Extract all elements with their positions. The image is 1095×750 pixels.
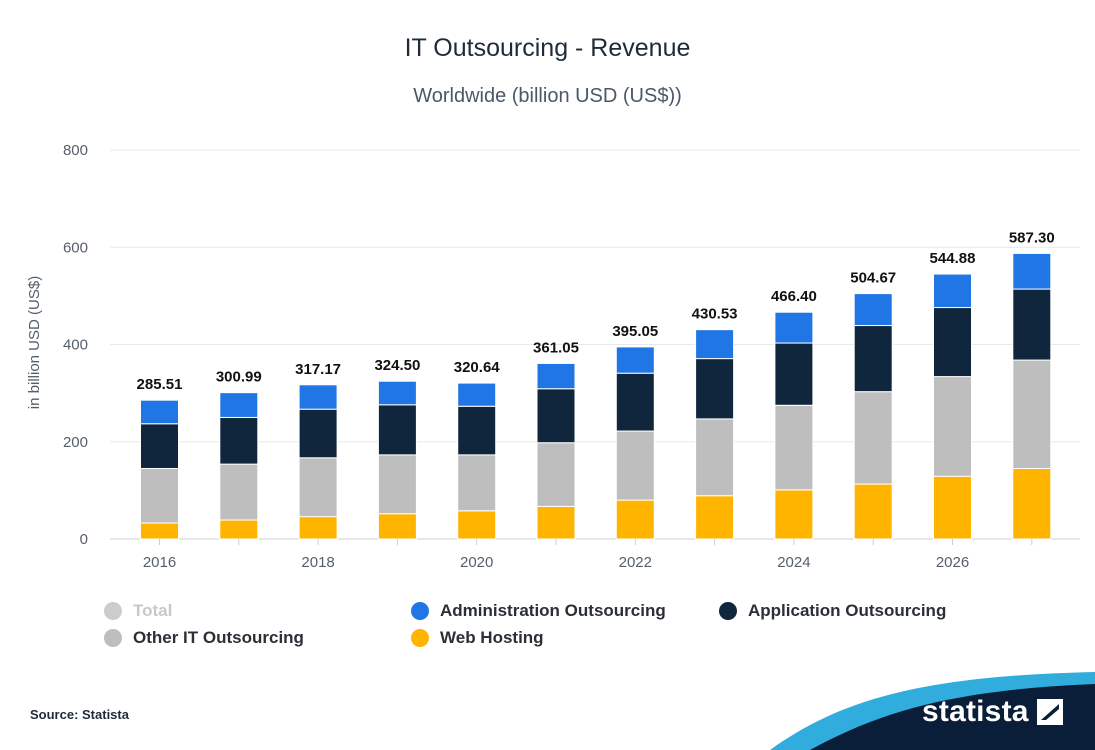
bar-segment [298, 457, 338, 518]
total-data-label: 466.40 [771, 288, 817, 305]
legend-dot-icon [719, 602, 737, 620]
x-tick-label: 2016 [143, 554, 176, 571]
statista-logo[interactable]: statista [922, 695, 1063, 729]
bar-segment [219, 463, 259, 521]
bar-segment [140, 423, 179, 469]
bar-segment [377, 454, 417, 515]
total-data-label: 324.50 [374, 357, 420, 374]
bar-segment [1012, 467, 1052, 540]
legend-item-total[interactable]: Total [104, 601, 172, 621]
total-data-label: 395.05 [612, 323, 658, 340]
bar-segment [853, 325, 893, 393]
statista-logo-icon [1036, 699, 1063, 725]
bar-segment [933, 376, 972, 477]
total-data-label: 361.05 [533, 339, 579, 356]
legend-item-other-it-outsourcing[interactable]: Other IT Outsourcing [104, 628, 304, 648]
legend-label: Application Outsourcing [748, 601, 947, 620]
legend-label: Web Hosting [440, 628, 544, 647]
bar-segment [457, 382, 497, 407]
bar-segment [140, 467, 179, 524]
bar-segment [774, 311, 814, 344]
bar-segment [933, 307, 972, 378]
bar-segment [536, 362, 576, 390]
bar-segment [695, 329, 735, 360]
total-data-label: 504.67 [850, 270, 896, 287]
total-data-label: 285.51 [137, 376, 183, 393]
x-tick-label: 2020 [460, 554, 493, 571]
legend-item-web-hosting[interactable]: Web Hosting [411, 628, 544, 648]
x-tick-label: 2024 [777, 554, 810, 571]
total-data-label: 544.88 [930, 250, 976, 267]
x-tick-label: 2022 [619, 554, 652, 571]
legend-item-application-outsourcing[interactable]: Application Outsourcing [719, 601, 946, 621]
bar-segment [695, 418, 735, 497]
bar-segment [615, 346, 655, 374]
bar-segment [298, 408, 338, 459]
bar-segment [377, 380, 417, 406]
y-tick-label: 800 [63, 142, 88, 159]
legend-item-administration-outsourcing[interactable]: Administration Outsourcing [411, 601, 666, 621]
bar-segment [219, 416, 259, 465]
chart-subtitle: Worldwide (billion USD (US$)) [413, 85, 682, 107]
legend-label: Total [133, 601, 173, 620]
bar-segment [933, 475, 972, 540]
bar-segment [140, 399, 179, 425]
x-tick-label: 2018 [301, 554, 334, 571]
total-data-label: 430.53 [692, 306, 738, 323]
y-tick-label: 0 [80, 531, 88, 548]
y-tick-label: 600 [63, 239, 88, 256]
legend-dot-icon [104, 629, 122, 647]
bar-segment [377, 513, 417, 540]
bar-segment [853, 391, 893, 485]
y-tick-label: 400 [63, 337, 88, 354]
bar-segment [219, 392, 259, 418]
chart-area: 0 200 400 600 800 in billion USD (US$) 285.51 2… [26, 142, 1080, 571]
legend-dot-icon [104, 602, 122, 620]
bar-segment [853, 293, 893, 327]
bar-segment [536, 388, 576, 444]
total-data-label: 587.30 [1009, 229, 1055, 246]
bar-segment [457, 510, 497, 540]
legend-dot-icon [411, 629, 429, 647]
total-data-label: 300.99 [216, 369, 262, 386]
y-tick-label: 200 [63, 434, 88, 451]
bar-segment [695, 358, 735, 420]
legend-dot-icon [411, 602, 429, 620]
bar-segment [774, 489, 814, 540]
total-data-label: 317.17 [295, 361, 341, 378]
legend-label: Other IT Outsourcing [133, 628, 304, 647]
bar-segment [457, 405, 497, 456]
bar-segment [298, 384, 338, 410]
legend-label: Administration Outsourcing [440, 601, 666, 620]
bar-segment [615, 499, 655, 540]
chart-title: IT Outsourcing - Revenue [404, 34, 691, 62]
bar-segment [1012, 288, 1052, 361]
brand-wordmark: statista [922, 695, 1029, 728]
y-axis-title: in billion USD (US$) [26, 276, 43, 409]
bar-segment [1012, 359, 1052, 469]
bar-segment [933, 273, 972, 309]
bar-segment [774, 404, 814, 491]
source-note: Source: Statista [30, 707, 129, 722]
x-tick-label: 2026 [936, 554, 969, 571]
bar-segment [774, 342, 814, 406]
total-data-label: 320.64 [454, 359, 501, 376]
bar-segment [1012, 252, 1052, 290]
